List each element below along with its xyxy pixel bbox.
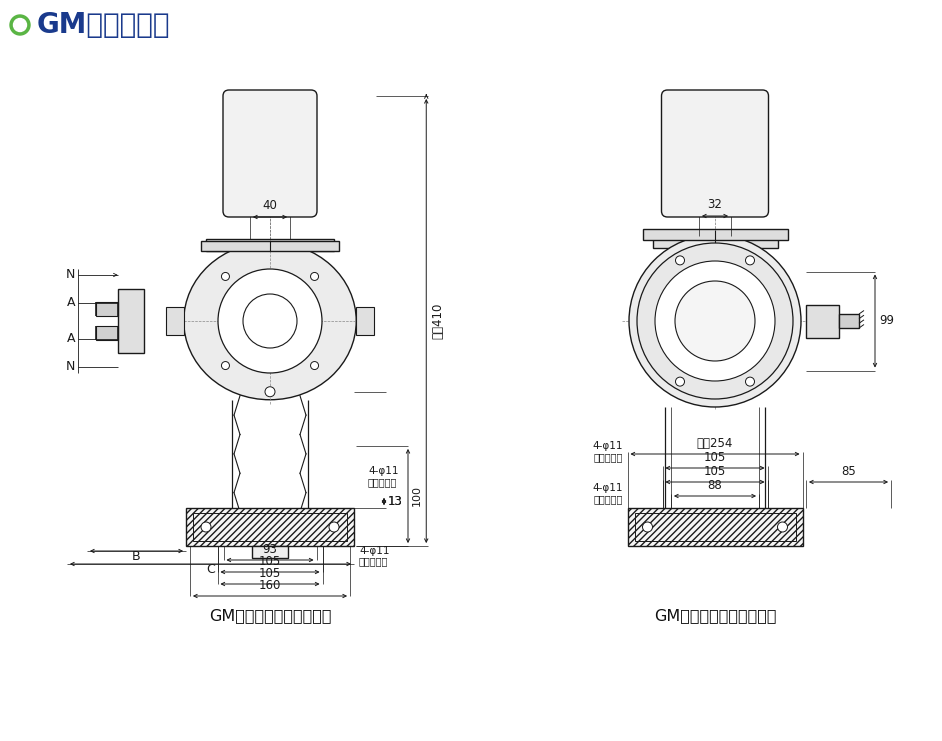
- Circle shape: [777, 522, 788, 532]
- Bar: [653, 236, 777, 248]
- Bar: [96, 302, 118, 316]
- Circle shape: [675, 281, 755, 361]
- Circle shape: [10, 15, 30, 35]
- Bar: [201, 241, 339, 251]
- FancyBboxPatch shape: [661, 90, 769, 217]
- Circle shape: [265, 387, 275, 396]
- Circle shape: [329, 522, 339, 532]
- Bar: [118, 289, 144, 353]
- Text: 4-φ11: 4-φ11: [592, 441, 623, 451]
- Circle shape: [745, 256, 755, 265]
- Bar: [642, 229, 788, 240]
- Text: 85: 85: [841, 465, 856, 478]
- Circle shape: [311, 362, 318, 370]
- Text: 105: 105: [704, 465, 726, 478]
- Circle shape: [675, 377, 685, 386]
- Text: A: A: [67, 333, 75, 345]
- FancyBboxPatch shape: [223, 90, 317, 217]
- Text: 地脚螺栓孔: 地脚螺栓孔: [359, 556, 388, 566]
- Text: 地脚螺栓孔: 地脚螺栓孔: [368, 477, 398, 487]
- Circle shape: [655, 261, 775, 381]
- Text: 13: 13: [388, 495, 403, 508]
- Bar: [193, 513, 347, 541]
- Text: 4-φ11: 4-φ11: [368, 466, 398, 476]
- Circle shape: [642, 522, 653, 532]
- Bar: [186, 508, 354, 546]
- Bar: [806, 305, 839, 337]
- Bar: [206, 239, 334, 251]
- Text: 40: 40: [263, 199, 278, 212]
- Text: B: B: [132, 550, 140, 563]
- Circle shape: [637, 243, 793, 399]
- Bar: [627, 508, 803, 546]
- Text: 160: 160: [259, 579, 282, 592]
- Circle shape: [675, 256, 685, 265]
- Bar: [166, 307, 184, 335]
- Text: 88: 88: [707, 479, 723, 492]
- Circle shape: [218, 269, 322, 373]
- Text: 地脚螺栓孔: 地脚螺栓孔: [593, 494, 623, 504]
- Ellipse shape: [184, 242, 356, 399]
- Text: 105: 105: [704, 451, 726, 464]
- Text: 93: 93: [263, 543, 278, 556]
- Text: N: N: [66, 361, 75, 373]
- Text: 105: 105: [259, 555, 281, 568]
- Circle shape: [201, 522, 211, 532]
- Text: GM系列正视图（含底座）: GM系列正视图（含底座）: [654, 608, 776, 623]
- Text: GM系列尺寸图: GM系列尺寸图: [37, 11, 171, 39]
- Circle shape: [243, 294, 297, 348]
- Text: 最大254: 最大254: [697, 437, 733, 450]
- Text: 4-φ11: 4-φ11: [592, 483, 623, 493]
- Bar: [96, 326, 118, 340]
- Text: A: A: [67, 296, 75, 310]
- Text: 4-φ11: 4-φ11: [359, 546, 389, 556]
- Circle shape: [311, 273, 318, 280]
- Text: N: N: [66, 268, 75, 282]
- Bar: [839, 314, 859, 328]
- Text: C: C: [206, 563, 215, 576]
- Bar: [252, 546, 288, 558]
- Bar: [356, 307, 374, 335]
- Text: 地脚螺栓孔: 地脚螺栓孔: [593, 452, 623, 462]
- Text: 32: 32: [707, 198, 723, 211]
- Circle shape: [745, 377, 755, 386]
- Text: 99: 99: [879, 314, 894, 328]
- Circle shape: [629, 235, 801, 407]
- Bar: [635, 513, 795, 541]
- Text: 105: 105: [259, 567, 281, 580]
- Circle shape: [221, 362, 230, 370]
- Text: 100: 100: [412, 485, 422, 507]
- Text: 最大410: 最大410: [431, 303, 445, 339]
- Circle shape: [13, 19, 26, 32]
- Circle shape: [221, 273, 230, 280]
- Text: 13: 13: [388, 495, 403, 508]
- Text: GM系列侧视图（含底座）: GM系列侧视图（含底座）: [209, 608, 332, 623]
